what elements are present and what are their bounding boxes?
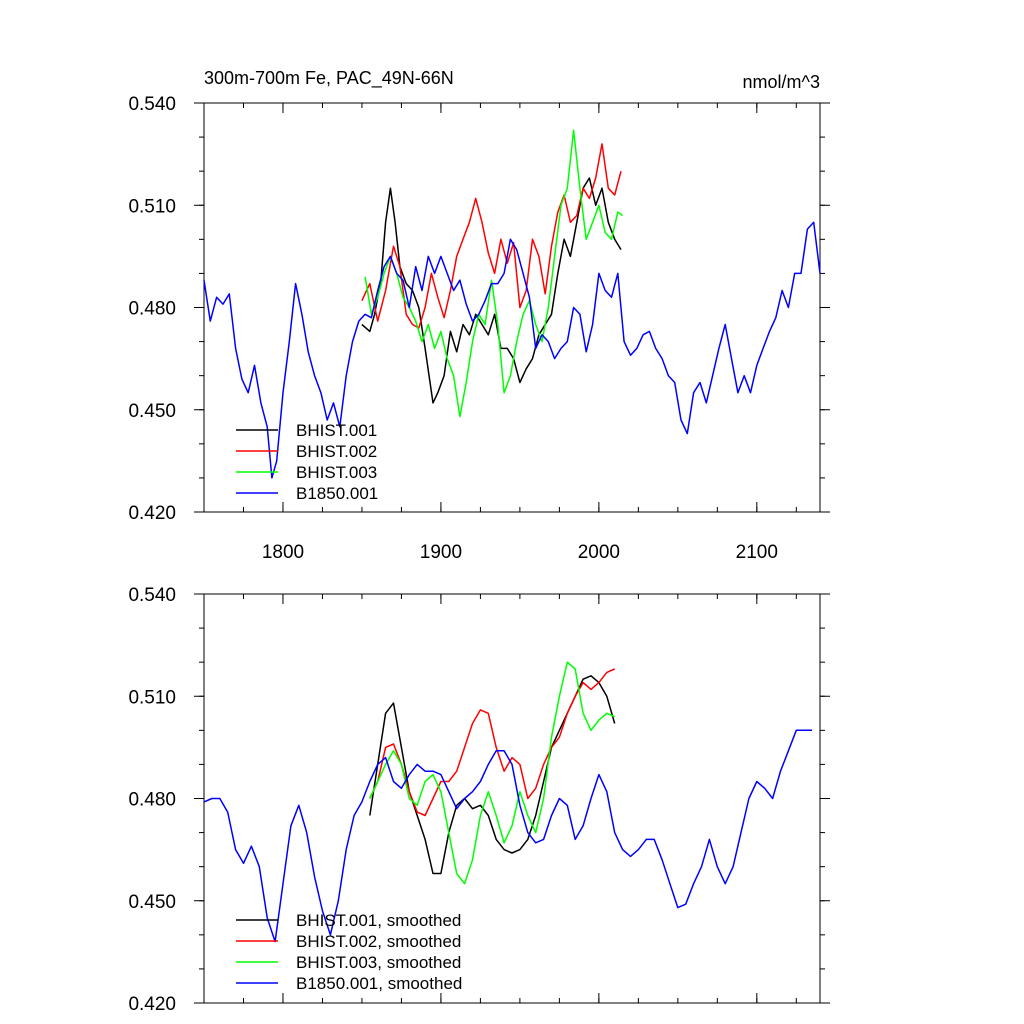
series-line-bhist-001-smoothed [369, 675, 616, 875]
y-tick-label: 0.540 [128, 585, 176, 606]
series-line-bhist-002 [361, 143, 622, 329]
units-label: nmol/m^3 [743, 72, 820, 92]
legend-label-b1850-001-smoothed: B1850.001, smoothed [296, 974, 462, 993]
top-panel: 300m-700m Fe, PAC_49N-66N nmol/m^3 0.420… [128, 68, 830, 563]
y-tick-label: 0.540 [128, 94, 176, 115]
y-tick-label: 0.510 [128, 196, 176, 217]
legend-label-b1850-001: B1850.001 [296, 484, 378, 503]
y-tick-label: 0.450 [128, 892, 176, 913]
bottom-legend: BHIST.001, smoothed BHIST.002, smoothed BH… [236, 911, 462, 993]
y-tick-label: 0.510 [128, 687, 176, 708]
top-legend: BHIST.001 BHIST.002 BHIST.003 B1850.001 [236, 421, 378, 503]
top-ticks: 0.420 0.450 0.480 0.510 0.540 1800 1900 2000 210… [128, 94, 830, 563]
legend-label-bhist-003-smoothed: BHIST.003, smoothed [296, 953, 461, 972]
y-tick-label: 0.480 [128, 299, 176, 320]
legend-label-bhist-003: BHIST.003 [296, 463, 377, 482]
series-line-b1850-001-smoothed [203, 729, 813, 943]
bottom-series [203, 661, 813, 943]
series-line-b1850-001 [203, 221, 821, 479]
y-tick-label: 0.480 [128, 790, 176, 811]
legend-label-bhist-001: BHIST.001 [296, 421, 377, 440]
series-line-bhist-002-smoothed [369, 668, 615, 817]
legend-label-bhist-002: BHIST.002 [296, 442, 377, 461]
y-tick-label: 0.420 [128, 994, 176, 1015]
x-tick-label: 1900 [420, 542, 462, 563]
top-series [203, 129, 821, 479]
legend-label-bhist-001-smoothed: BHIST.001, smoothed [296, 911, 461, 930]
x-tick-label: 2000 [578, 542, 620, 563]
bottom-panel: 0.420 0.450 0.480 0.510 0.540 BHIST.001, smo… [128, 585, 830, 1015]
y-tick-label: 0.420 [128, 503, 176, 524]
bottom-ticks: 0.420 0.450 0.480 0.510 0.540 [128, 585, 830, 1015]
y-tick-label: 0.450 [128, 401, 176, 422]
x-tick-label: 2100 [736, 542, 778, 563]
legend-label-bhist-002-smoothed: BHIST.002, smoothed [296, 932, 461, 951]
x-tick-label: 1800 [262, 542, 304, 563]
chart-title: 300m-700m Fe, PAC_49N-66N [204, 68, 454, 89]
series-line-bhist-003-smoothed [369, 661, 615, 885]
